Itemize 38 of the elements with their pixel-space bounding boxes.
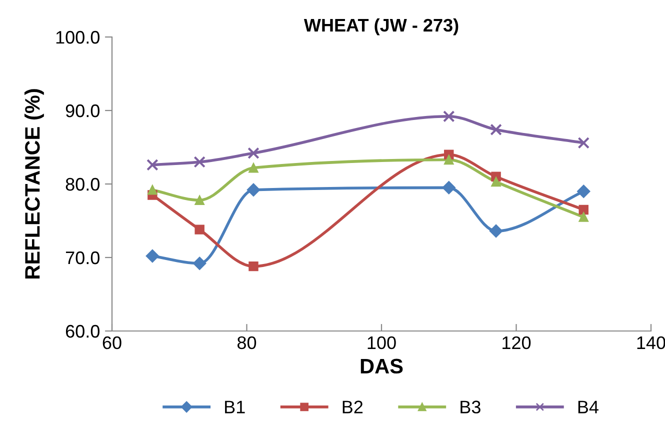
point	[248, 162, 258, 173]
legend-label: B1	[225, 400, 245, 414]
x-tick-label: 140	[637, 336, 665, 350]
point	[491, 176, 501, 187]
point	[193, 256, 206, 270]
point	[194, 224, 204, 234]
point	[578, 204, 588, 215]
point	[148, 185, 158, 195]
point	[146, 249, 160, 263]
point	[248, 261, 258, 272]
x-axis-title: DAS	[360, 358, 403, 374]
point	[146, 158, 158, 171]
x-tick-label: 120	[502, 336, 531, 350]
point	[194, 156, 206, 168]
legend-label: B4	[578, 400, 598, 414]
point	[489, 224, 503, 238]
point	[578, 136, 590, 149]
y-axis-title: REFLECTANCE (%)	[24, 89, 44, 278]
point	[248, 147, 260, 160]
x-tick-label: 100	[368, 336, 396, 350]
x-tick-label: 60	[102, 336, 122, 350]
x-tick-label: 80	[237, 336, 256, 350]
y-tick-label: 80.0	[66, 178, 100, 191]
y-tick-label: 70.0	[66, 251, 100, 264]
y-tick-label: 100.0	[56, 30, 100, 44]
legend-label: B3	[460, 400, 480, 414]
point	[442, 181, 456, 194]
point	[444, 154, 454, 165]
point	[246, 183, 260, 196]
point	[490, 124, 502, 136]
chart-title: WHEAT (JW - 273)	[304, 18, 458, 36]
y-tick-label: 90.0	[66, 104, 100, 118]
point	[194, 195, 204, 206]
point	[578, 212, 588, 222]
point	[577, 184, 590, 198]
y-tick-label: 60.0	[66, 324, 100, 338]
point	[442, 110, 455, 122]
legend-label: B2	[342, 400, 363, 414]
